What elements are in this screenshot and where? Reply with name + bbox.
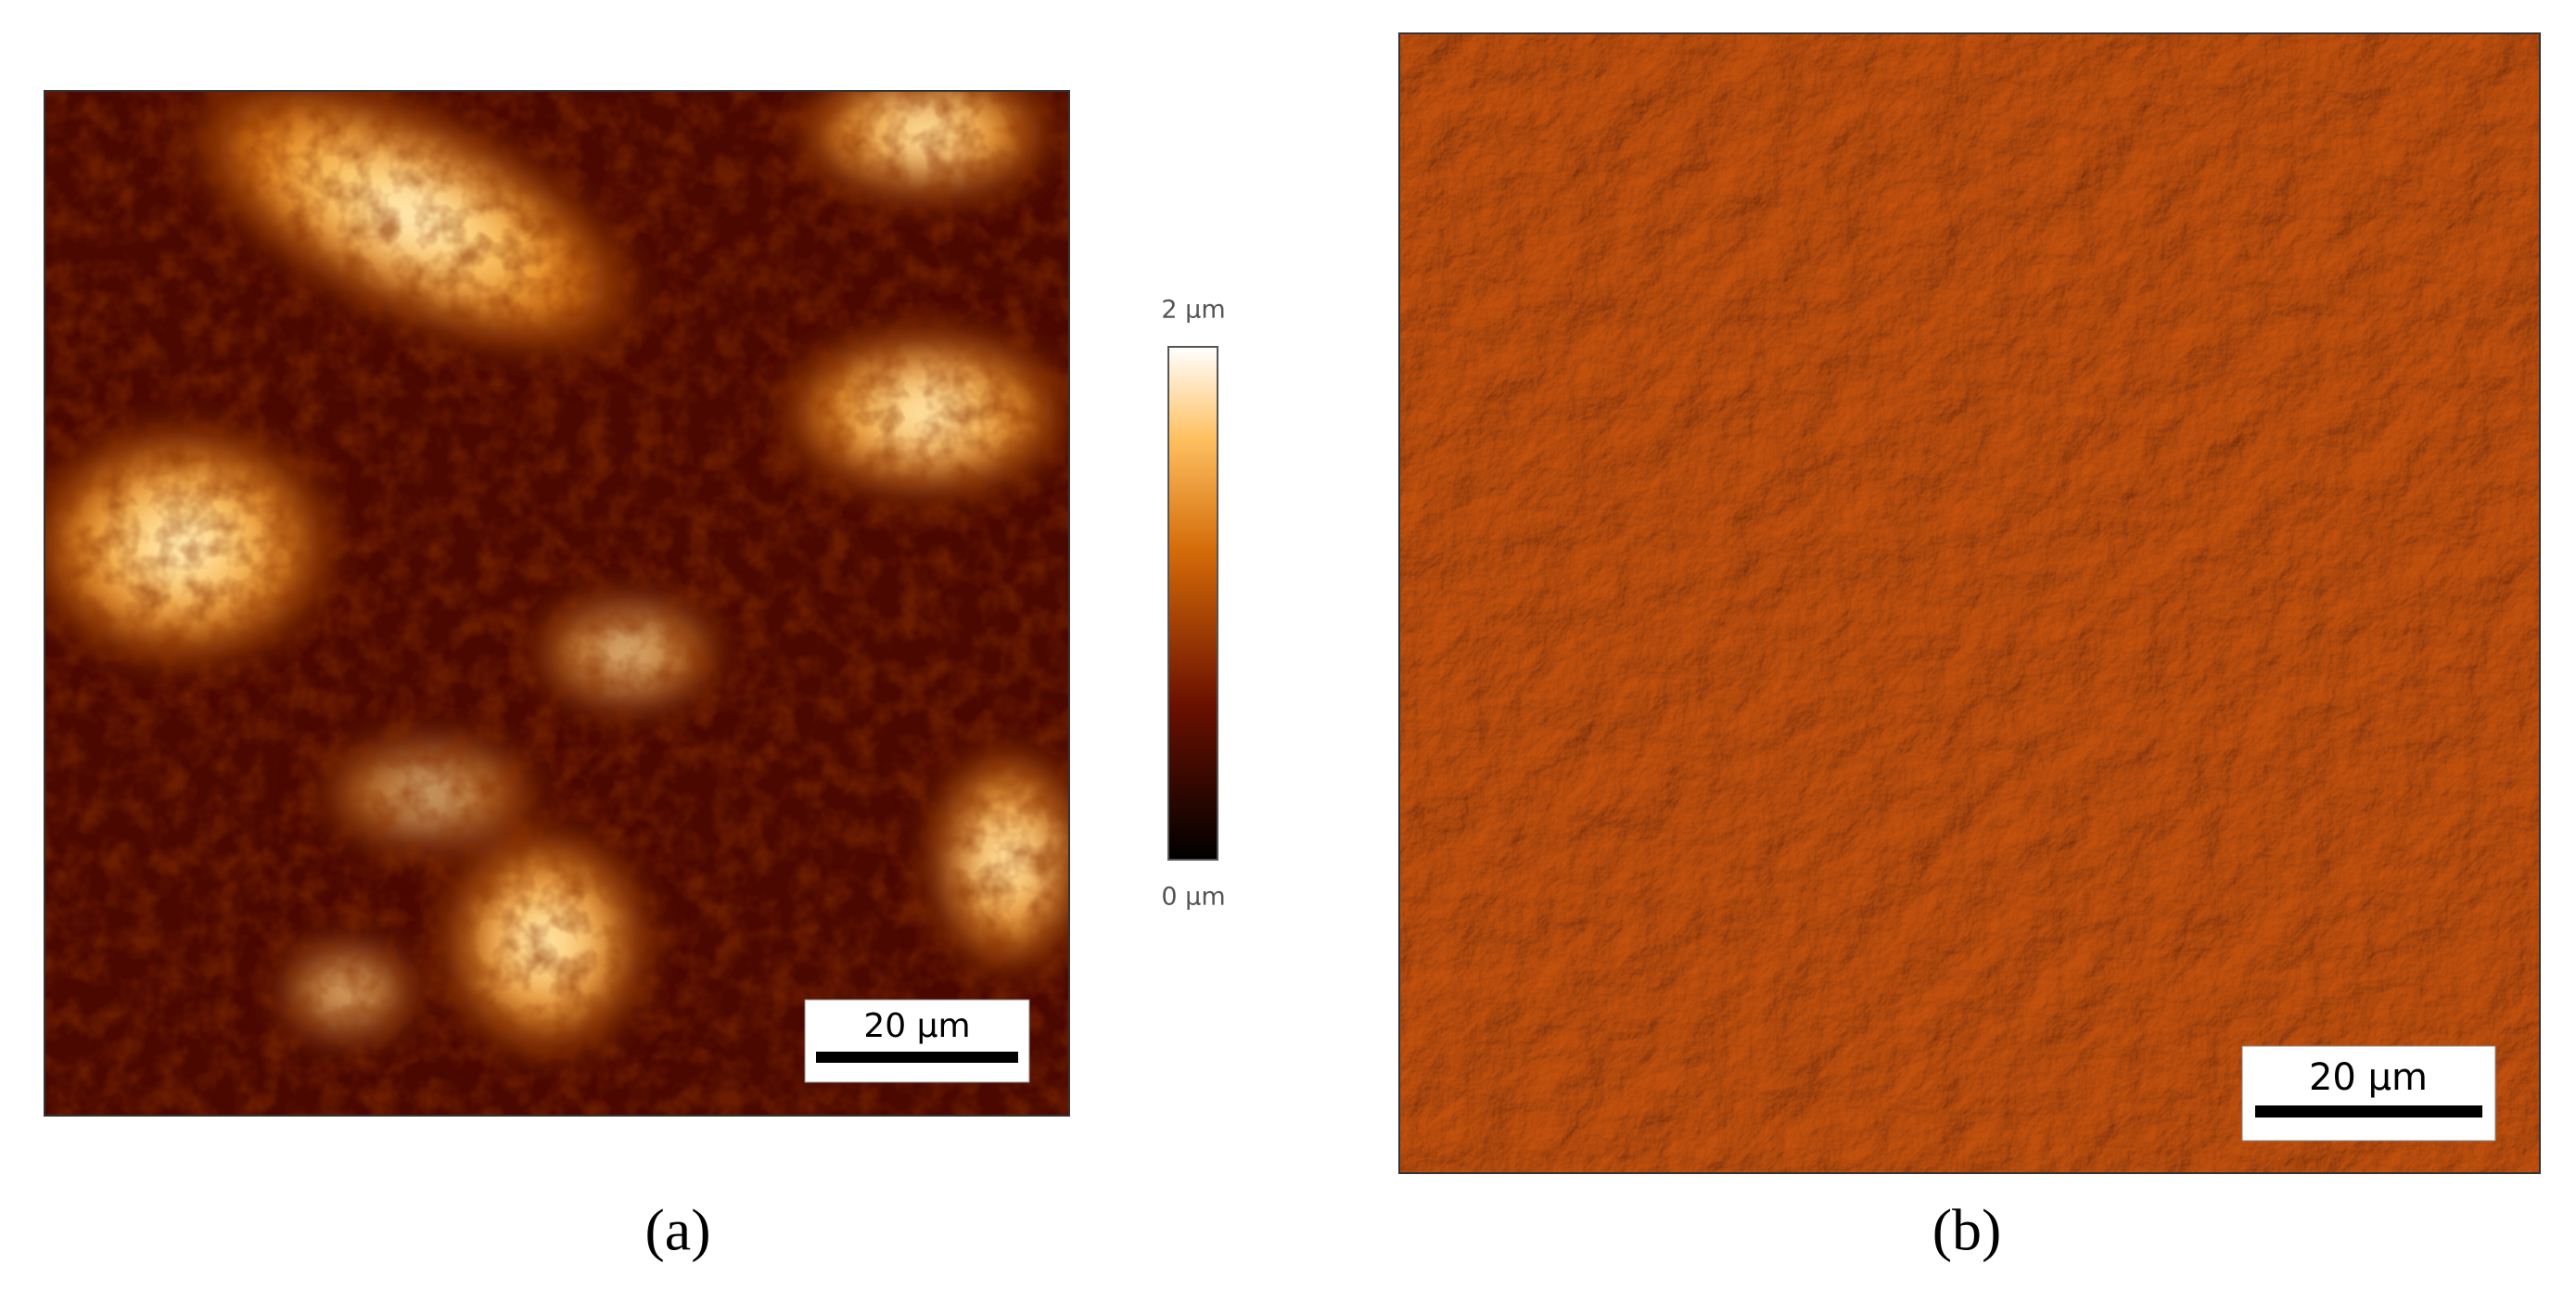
scale-bar-line xyxy=(816,1052,1018,1063)
image-frame xyxy=(44,90,1070,1117)
scale-bar: 20 µm xyxy=(2241,1045,2496,1142)
scale-bar-line xyxy=(2255,1105,2482,1118)
scale-bar-label: 20 µm xyxy=(863,1007,970,1045)
colorbar-max-label: 2 µm xyxy=(1161,296,1225,325)
scale-bar: 20 µm xyxy=(804,999,1030,1083)
height-image xyxy=(45,91,1069,1116)
panel-label: (a) xyxy=(644,1197,710,1263)
scale-bar-label: 20 µm xyxy=(2309,1056,2428,1099)
colorbar-min-label: 0 µm xyxy=(1161,883,1225,912)
panel-label: (b) xyxy=(1932,1197,2002,1263)
colorbar: 2 µm 0 µm xyxy=(1161,296,1225,912)
amplitude-image xyxy=(1398,32,2541,1174)
